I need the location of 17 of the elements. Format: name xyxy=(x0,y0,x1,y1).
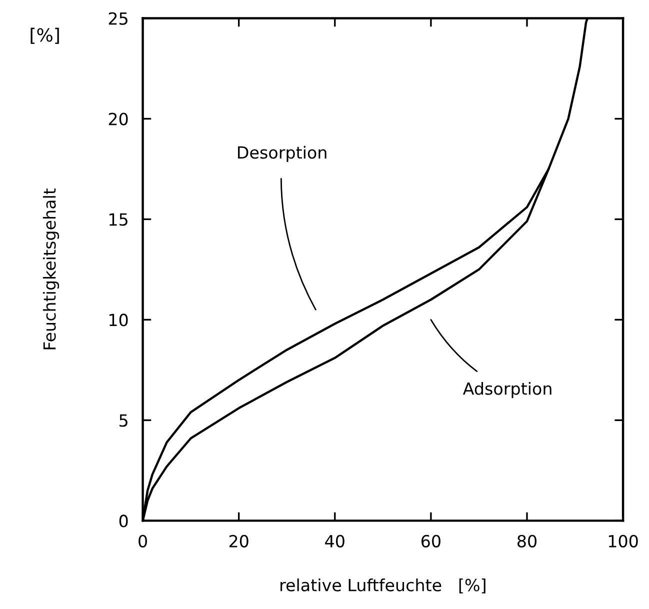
text: [%] xyxy=(30,28,59,44)
x-tick-label: 40 xyxy=(325,534,344,548)
x-tick-label: 60 xyxy=(421,534,440,548)
x-tick-label: 20 xyxy=(229,534,248,548)
y-tick-label: 20 xyxy=(108,112,128,126)
y-tick-label: 5 xyxy=(120,414,128,427)
x-tick-label: 100 xyxy=(608,534,638,548)
x-axis-title: relative Luftfeuchte [%] xyxy=(280,578,486,594)
annotation: Desorption xyxy=(238,146,326,162)
y-axis-title: Feuchtigkeitsgehalt xyxy=(42,188,60,350)
y-tick-label: 15 xyxy=(110,213,128,226)
y-tick-label: 0 xyxy=(119,514,128,528)
x-tick-label: 80 xyxy=(518,534,536,548)
y-tick-label: 10 xyxy=(110,314,128,326)
x-tick-label: 0 xyxy=(138,534,147,548)
y-tick-label: 25 xyxy=(108,12,128,25)
annotation: Adsorption xyxy=(462,382,552,398)
